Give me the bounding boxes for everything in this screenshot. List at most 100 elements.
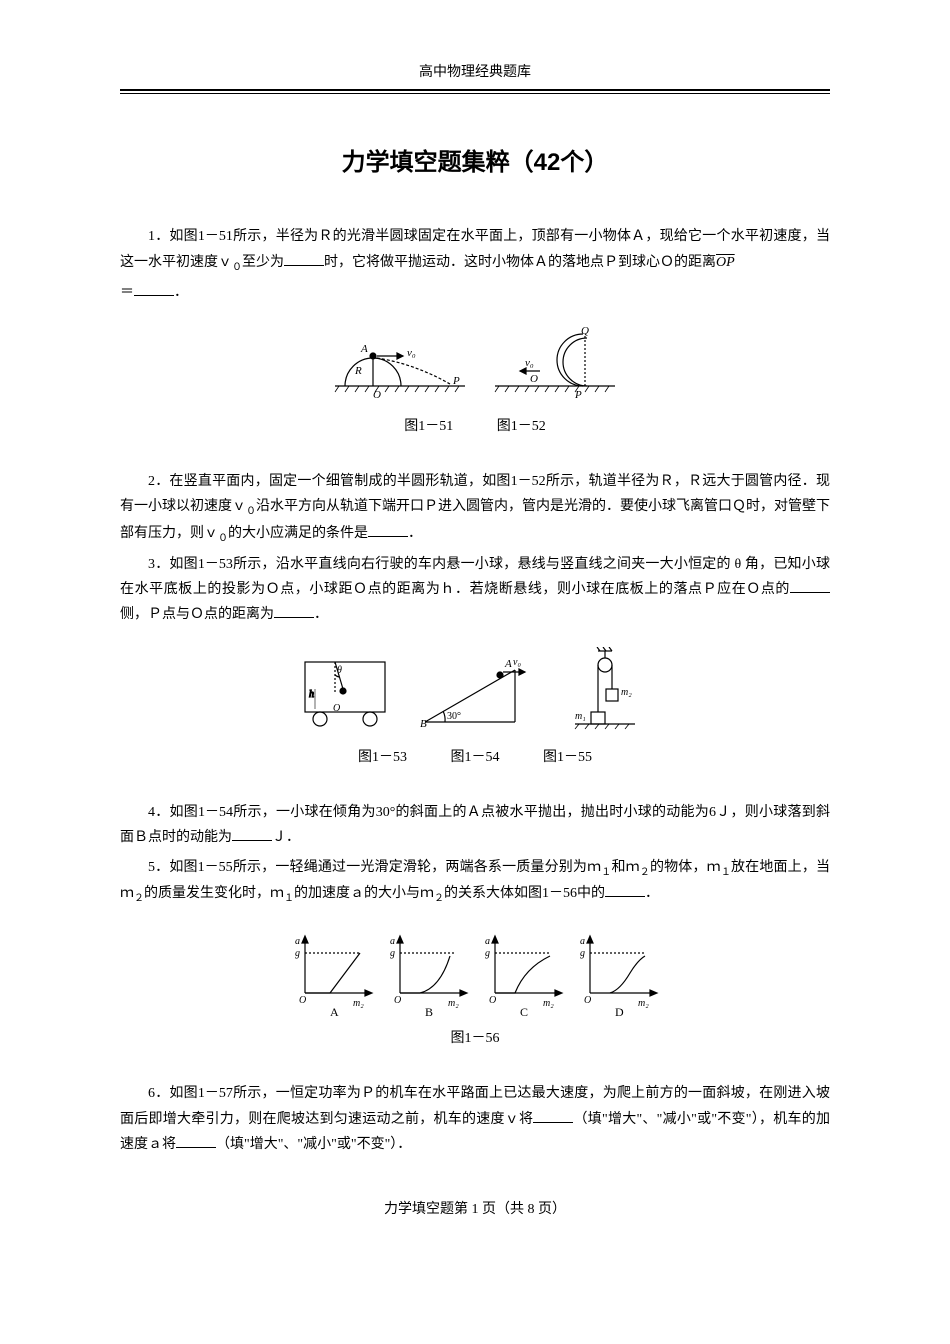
blank [533, 1109, 573, 1123]
figure-1-56-svg: g a m₂ O A g a m₂ O B g a m₂ O [285, 928, 665, 1018]
blank [232, 827, 272, 841]
segment-op: OP [716, 255, 735, 270]
problem-1: 1．如图1－51所示，半径为Ｒ的光滑半圆球固定在水平面上，顶部有一小物体Ａ，现给… [120, 224, 830, 276]
svg-text:m₂: m₂ [543, 998, 554, 1009]
p5-text-c: 的物体，ｍ [650, 860, 721, 875]
svg-text:a: a [295, 936, 300, 947]
caption-fig53: 图1－53 [358, 750, 407, 765]
blank [368, 523, 408, 537]
p3-end: ． [314, 607, 328, 622]
svg-text:a: a [580, 936, 585, 947]
p5-sub2b: ２ [134, 893, 144, 904]
page-footer: 力学填空题第 1 页（共 8 页） [120, 1197, 830, 1222]
problem-2: 2．在竖直平面内，固定一个细管制成的半圆形轨道，如图1－52所示，轨道半径为Ｒ，… [120, 469, 830, 548]
p1-text-c: 时，它将做平抛运动．这时小物体Ａ的落地点Ｐ到球心Ｏ的距离 [324, 255, 716, 270]
svg-text:v₀: v₀ [513, 657, 521, 668]
caption-51-52: 图1－51 图1－52 [120, 414, 830, 439]
p3-text-b: 侧，Ｐ点与Ｏ点的距离为 [120, 607, 274, 622]
p5-text-b: 和ｍ [611, 860, 639, 875]
problem-1-cont: ＝． [120, 280, 830, 305]
p2-end: ． [408, 526, 422, 541]
svg-text:O: O [530, 373, 538, 385]
page-header: 高中物理经典题库 [120, 60, 830, 91]
svg-text:A: A [360, 343, 368, 355]
svg-text:O: O [489, 995, 496, 1006]
caption-fig51: 图1－51 [404, 419, 453, 434]
p5-text-g: 的关系大体如图1－56中的 [444, 886, 605, 901]
p4-text-a: 4．如图1－54所示，一小球在倾角为30°的斜面上的Ａ点被水平抛出，抛出时小球的… [120, 805, 830, 845]
problem-5: 5．如图1－55所示，一轻绳通过一光滑定滑轮，两端各系一质量分别为ｍ１和ｍ２的物… [120, 855, 830, 909]
svg-text:A: A [504, 658, 512, 670]
figure-group-56: g a m₂ O A g a m₂ O B g a m₂ O [120, 928, 830, 1051]
blank [274, 604, 314, 618]
p2-text-c: 的大小应满足的条件是 [228, 526, 368, 541]
p1-text-b: 至少为 [242, 255, 284, 270]
figure-group-53-55: θ h O 30° B A v₀ [120, 647, 830, 770]
svg-text:O: O [333, 703, 340, 714]
caption-56: 图1－56 [120, 1026, 830, 1051]
caption-fig54: 图1－54 [451, 750, 500, 765]
p4-text-b: Ｊ． [272, 830, 300, 845]
svg-text:D: D [615, 1005, 624, 1018]
svg-text:P: P [452, 375, 460, 387]
svg-text:h: h [309, 689, 314, 700]
svg-text:g: g [390, 948, 395, 959]
svg-text:v₀: v₀ [525, 357, 534, 369]
blank [790, 579, 830, 593]
svg-text:B: B [425, 1005, 433, 1018]
p2-sub0b: ０ [218, 533, 228, 544]
figure-1-53-55-svg: θ h O 30° B A v₀ [295, 647, 655, 737]
svg-text:m₂: m₂ [621, 687, 632, 698]
svg-text:m₂: m₂ [448, 998, 459, 1009]
blank [284, 252, 324, 266]
svg-text:g: g [580, 948, 585, 959]
blank [176, 1134, 216, 1148]
svg-text:R: R [354, 365, 362, 377]
svg-text:O: O [394, 995, 401, 1006]
p5-text-a: 5．如图1－55所示，一轻绳通过一光滑定滑轮，两端各系一质量分别为ｍ [148, 860, 601, 875]
svg-text:m₁: m₁ [575, 711, 586, 722]
p5-sub1b: １ [721, 866, 731, 877]
figure-group-51-52: A v₀ R O P v₀ O P Q [120, 326, 830, 439]
p3-text-a: 3．如图1－53所示，沿水平直线向右行驶的车内悬一小球，悬线与竖直线之间夹一大小… [120, 557, 830, 597]
p1-end: ． [174, 285, 188, 300]
svg-text:g: g [295, 948, 300, 959]
p6-text-c: （填"增大"、"减小"或"不变"）． [216, 1137, 411, 1152]
svg-text:Q: Q [581, 326, 589, 337]
svg-text:O: O [584, 995, 591, 1006]
svg-text:m₂: m₂ [353, 998, 364, 1009]
p1-sub0: ０ [232, 261, 242, 272]
p5-sub1: １ [601, 866, 611, 877]
blank [134, 282, 174, 296]
p1-eq: ＝ [120, 285, 134, 300]
p5-sub1c: １ [284, 893, 294, 904]
figure-1-51-52-svg: A v₀ R O P v₀ O P Q [325, 326, 625, 406]
svg-text:C: C [520, 1005, 528, 1018]
svg-text:v₀: v₀ [407, 347, 416, 359]
caption-53-55: 图1－53 图1－54 图1－55 [120, 745, 830, 770]
svg-text:A: A [330, 1005, 339, 1018]
svg-text:B: B [420, 718, 427, 730]
document-title: 力学填空题集粹（42个） [120, 141, 830, 184]
svg-text:P: P [574, 389, 582, 401]
p5-sub2: ２ [640, 866, 650, 877]
svg-text:a: a [390, 936, 395, 947]
problem-3: 3．如图1－53所示，沿水平直线向右行驶的车内悬一小球，悬线与竖直线之间夹一大小… [120, 552, 830, 628]
svg-text:a: a [485, 936, 490, 947]
problem-6: 6．如图1－57所示，一恒定功率为Ｐ的机车在水平路面上已达最大速度，为爬上前方的… [120, 1081, 830, 1157]
svg-text:30°: 30° [447, 711, 461, 722]
caption-fig56: 图1－56 [451, 1031, 500, 1046]
blank [605, 883, 645, 897]
p2-sub0: ０ [246, 506, 256, 517]
p5-text-e: 的质量发生变化时，ｍ [144, 886, 284, 901]
caption-fig52: 图1－52 [497, 419, 546, 434]
p5-text-f: 的加速度ａ的大小与ｍ [294, 886, 434, 901]
svg-text:g: g [485, 948, 490, 959]
p5-end: ． [645, 886, 659, 901]
p5-sub2c: ２ [434, 893, 444, 904]
svg-text:O: O [373, 389, 381, 401]
svg-text:O: O [299, 995, 306, 1006]
svg-text:θ: θ [337, 665, 342, 676]
problem-4: 4．如图1－54所示，一小球在倾角为30°的斜面上的Ａ点被水平抛出，抛出时小球的… [120, 800, 830, 850]
svg-text:m₂: m₂ [638, 998, 649, 1009]
